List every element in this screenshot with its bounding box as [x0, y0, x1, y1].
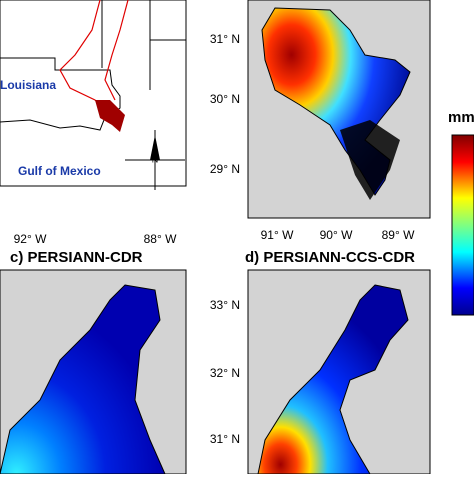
x-label: 89° W: [382, 228, 415, 242]
y-label: 31° N: [210, 432, 240, 446]
y-label: 29° N: [210, 162, 240, 176]
gulf-label: Gulf of Mexico: [18, 164, 101, 178]
x-label: 91° W: [261, 228, 294, 242]
colorbar-scale: [451, 134, 474, 316]
panel-title: d) PERSIANN-CCS-CDR: [245, 249, 415, 266]
state-label: Louisiana: [0, 78, 56, 92]
coast: [340, 120, 400, 200]
panel-a: Louisiana Gulf of Mexico N 92° W 88° W: [0, 0, 187, 246]
state-outline: [101, 0, 186, 90]
colorbar: mm: [448, 109, 474, 316]
panel-b: 31° N 30° N 29° N 91° W 90° W 89° W: [210, 0, 431, 242]
basin: [95, 100, 125, 132]
panel-title: c) PERSIANN-CDR: [10, 249, 143, 266]
y-label: 31° N: [210, 32, 240, 46]
panel-d: d) PERSIANN-CCS-CDR 33° N 32° N 31° N: [210, 249, 431, 475]
y-label: 33° N: [210, 298, 240, 312]
x-label: 92° W: [14, 232, 47, 246]
colorbar-label: mm: [448, 109, 474, 126]
y-label: 32° N: [210, 366, 240, 380]
compass: [150, 135, 160, 160]
compass-label: N: [152, 154, 159, 164]
y-label: 30° N: [210, 92, 240, 106]
x-label: 90° W: [320, 228, 353, 242]
x-label: 88° W: [144, 232, 177, 246]
panel-c: c) PERSIANN-CDR: [0, 249, 187, 475]
state-outline: [0, 57, 121, 131]
basin-map: [257, 284, 409, 475]
